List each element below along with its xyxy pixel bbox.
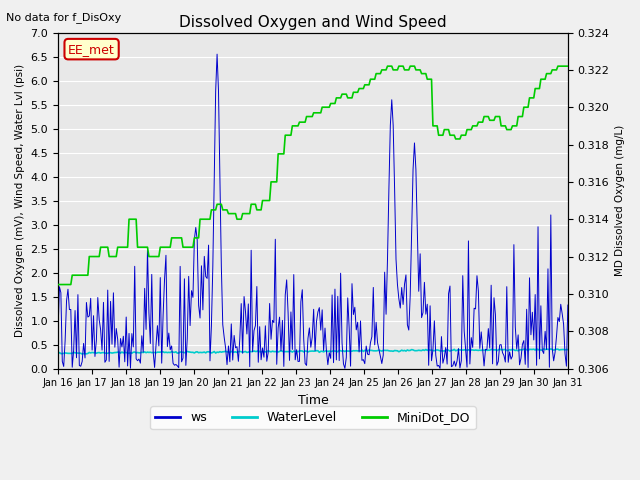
Text: No data for f_DisOxy: No data for f_DisOxy (6, 12, 122, 23)
Title: Dissolved Oxygen and Wind Speed: Dissolved Oxygen and Wind Speed (179, 15, 447, 30)
Y-axis label: Dissolved Oxygen (mV), Wind Speed, Water Lvl (psi): Dissolved Oxygen (mV), Wind Speed, Water… (15, 64, 25, 337)
X-axis label: Time: Time (298, 394, 328, 407)
Y-axis label: MD Dissolved Oxygen (mg/L): MD Dissolved Oxygen (mg/L) (615, 125, 625, 276)
Legend: ws, WaterLevel, MiniDot_DO: ws, WaterLevel, MiniDot_DO (150, 407, 476, 430)
Text: EE_met: EE_met (68, 43, 115, 56)
